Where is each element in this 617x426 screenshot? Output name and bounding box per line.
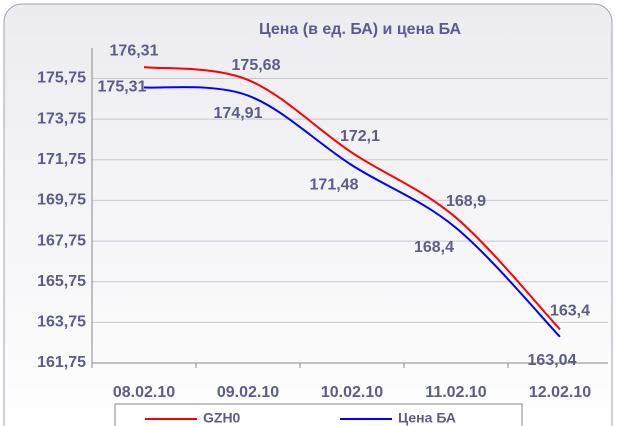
y-tick-label: 165,75 [37, 273, 86, 290]
data-label: 168,4 [414, 239, 454, 256]
data-label: 171,48 [310, 176, 359, 193]
y-tick-label: 169,75 [37, 192, 86, 209]
legend [114, 403, 523, 426]
data-label: 163,04 [528, 352, 577, 369]
chart-background [3, 3, 613, 426]
x-tick-label: 08.02.10 [113, 384, 175, 401]
y-tick-label: 161,75 [37, 354, 86, 371]
y-tick-label: 171,75 [37, 151, 86, 168]
x-tick-label: 09.02.10 [217, 384, 279, 401]
data-label: 175,31 [98, 79, 147, 96]
line-series [143, 86, 561, 338]
data-label: 175,68 [232, 57, 281, 74]
data-label: 176,31 [110, 42, 159, 59]
y-tick-label: 163,75 [37, 314, 86, 331]
line-series [143, 66, 561, 331]
legend-label: GZH0 [203, 410, 241, 426]
y-tick-label: 167,75 [37, 232, 86, 249]
x-tick-label: 12.02.10 [529, 384, 591, 401]
x-tick-label: 10.02.10 [321, 384, 383, 401]
data-label: 174,91 [214, 105, 263, 122]
y-tick-label: 173,75 [37, 110, 86, 127]
data-label: 163,4 [550, 303, 590, 320]
y-tick-label: 175,75 [37, 70, 86, 87]
chart-title: Цена (в ед. БА) и цена БА [259, 21, 461, 38]
data-label: 168,9 [446, 193, 486, 210]
legend-label: Цена БА [398, 410, 456, 426]
data-label: 172,1 [340, 128, 380, 145]
x-tick-label: 11.02.10 [425, 384, 487, 401]
